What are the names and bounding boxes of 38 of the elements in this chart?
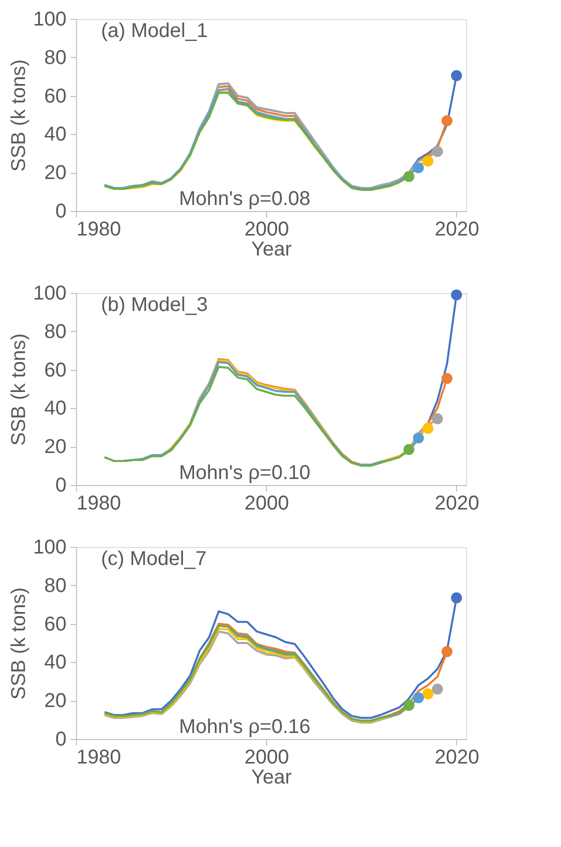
x-tick-label: 2020: [434, 218, 480, 240]
chart-title: (b) Model_3: [101, 294, 208, 316]
y-tick-label: 0: [55, 200, 66, 222]
y-tick-label: 100: [33, 282, 66, 304]
x-axis-title: Year: [251, 238, 292, 260]
y-tick-label: 20: [44, 162, 66, 184]
x-tick-label: 2000: [244, 218, 289, 240]
y-tick-label: 80: [44, 46, 66, 69]
x-tick-label: 2000: [244, 746, 289, 768]
x-tick-label: 1980: [76, 746, 121, 768]
y-tick-label: 40: [44, 398, 66, 420]
y-tick-label: 40: [44, 124, 66, 146]
x-tick-label: 2020: [434, 492, 480, 514]
y-tick-label: 80: [44, 320, 66, 343]
y-tick-label: 80: [44, 574, 66, 597]
y-tick-label: 100: [33, 536, 66, 558]
y-tick-label: 60: [44, 613, 66, 636]
annotation: Mohn's ρ=0.08: [179, 188, 310, 210]
y-axis-title: SSB (k tons): [8, 587, 30, 700]
y-tick-label: 20: [44, 436, 66, 458]
x-tick-label: 1980: [76, 492, 121, 514]
y-axis-title: SSB (k tons): [8, 59, 30, 172]
y-tick-label: 60: [44, 85, 66, 108]
x-axis-title: Year: [251, 766, 292, 788]
annotation: Mohn's ρ=0.16: [179, 716, 310, 738]
y-tick-label: 20: [44, 690, 66, 712]
y-tick-label: 100: [33, 8, 66, 30]
annotation: Mohn's ρ=0.10: [179, 462, 310, 484]
x-tick-label: 2000: [244, 492, 289, 514]
x-tick-label: 1980: [76, 218, 121, 240]
x-tick-label: 2020: [434, 746, 480, 768]
y-tick-label: 60: [44, 359, 66, 382]
y-axis-title: SSB (k tons): [8, 333, 30, 446]
y-tick-label: 40: [44, 652, 66, 674]
chart-title: (c) Model_7: [101, 548, 207, 570]
chart-title: (a) Model_1: [101, 20, 208, 42]
y-tick-label: 0: [55, 728, 66, 750]
y-tick-label: 0: [55, 474, 66, 496]
